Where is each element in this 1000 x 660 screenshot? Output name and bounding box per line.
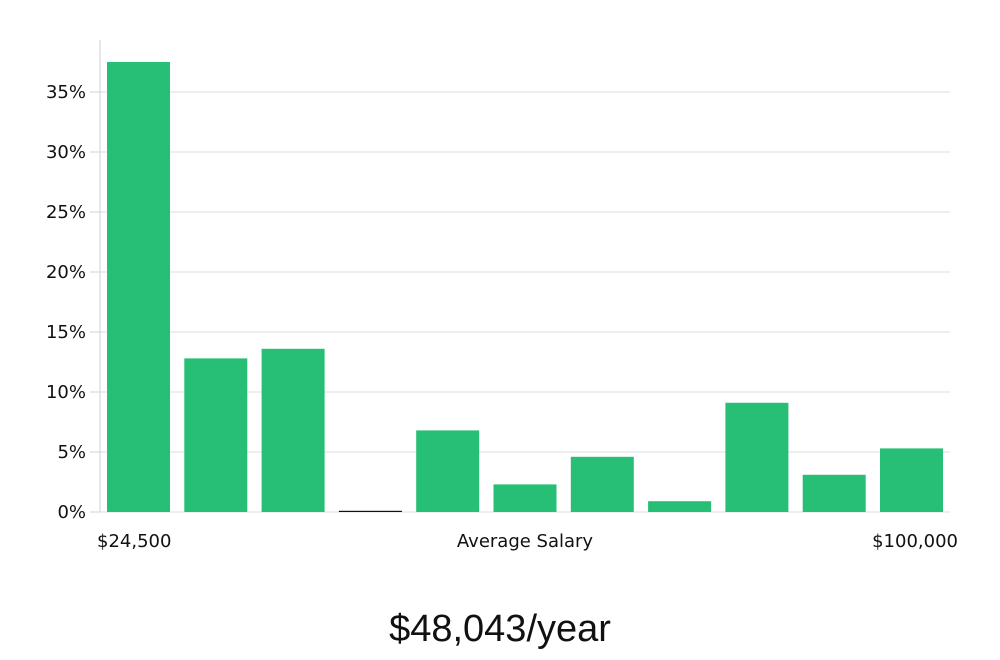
y-tick-label: 5% (57, 442, 86, 463)
y-tick-label: 10% (46, 382, 86, 403)
bar (725, 402, 789, 512)
bar (338, 510, 402, 512)
bar (880, 448, 943, 512)
y-tick-label: 25% (46, 202, 86, 223)
x-min-label: $24,500 (97, 531, 171, 552)
bar (493, 484, 557, 512)
y-tick-label: 20% (46, 262, 86, 283)
x-max-label: $100,000 (872, 531, 958, 552)
y-tick-label: 30% (46, 142, 86, 163)
y-tick-label: 15% (46, 322, 86, 343)
y-tick-label: 35% (46, 82, 86, 103)
bar (802, 474, 866, 512)
bar (184, 358, 248, 512)
bar (570, 456, 634, 512)
y-tick-label: 0% (57, 502, 86, 523)
bar (648, 501, 712, 512)
bar (416, 430, 480, 512)
average-salary-text: $48,043/year (389, 608, 611, 650)
y-tick-labels: 0% 5% 10% 15% 20% 25% 30% 35% (46, 82, 100, 523)
bar (107, 62, 170, 512)
salary-histogram: 0% 5% 10% 15% 20% 25% 30% 35% $24,500 Average S… (46, 40, 958, 552)
bars (107, 62, 943, 512)
bar (261, 348, 325, 512)
x-axis-label: Average Salary (457, 531, 594, 552)
